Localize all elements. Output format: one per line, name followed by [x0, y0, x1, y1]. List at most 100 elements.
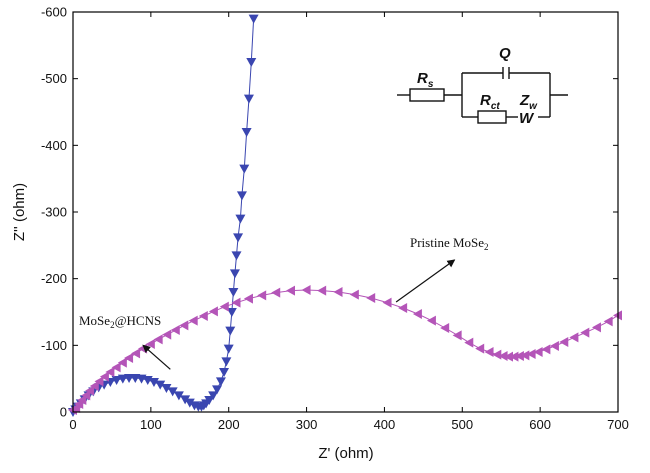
data-point-series-1: [464, 337, 474, 348]
resistor-rs: [409, 88, 445, 102]
data-point-series-1: [145, 339, 155, 349]
data-point-series-1: [580, 327, 590, 338]
data-point-series-1: [498, 351, 508, 361]
data-point-series-1: [286, 285, 295, 296]
data-point-series-0: [243, 94, 254, 104]
data-point-series-0: [239, 164, 250, 174]
y-tick-label: -300: [41, 205, 67, 220]
equivalent-circuit-diagram: [397, 67, 568, 124]
data-point-series-1: [333, 287, 343, 297]
annotation-hcns-label: MoSe2@HCNS: [79, 313, 161, 330]
data-point-series-1: [569, 332, 579, 343]
x-tick-label: 300: [296, 417, 318, 432]
data-point-series-0: [246, 58, 257, 67]
y-tick-label: -600: [41, 5, 67, 20]
circuit-label-rs: Rs: [417, 70, 434, 90]
data-point-series-1: [541, 344, 551, 355]
y-tick-label: -200: [41, 271, 67, 286]
data-point-series-1: [301, 285, 311, 295]
data-point-series-0: [111, 376, 122, 385]
data-point-series-0: [235, 214, 246, 224]
data-point-series-0: [233, 233, 244, 243]
data-point-series-1: [105, 367, 115, 377]
circuit-label-q: Q: [499, 45, 511, 62]
data-point-series-0: [180, 395, 191, 405]
data-point-series-0: [148, 378, 159, 387]
plot-frame: [72, 11, 619, 413]
data-point-series-1: [81, 390, 91, 401]
data-point-series-1: [526, 349, 536, 359]
data-point-series-1: [179, 320, 189, 331]
data-point-series-1: [492, 349, 502, 360]
data-point-series-0: [226, 308, 237, 317]
data-point-series-1: [271, 287, 281, 298]
data-point-series-1: [117, 357, 127, 368]
y-tick-label: 0: [60, 405, 67, 420]
data-point-series-1: [198, 311, 208, 321]
data-point-series-1: [208, 306, 218, 317]
data-point-series-0: [236, 191, 247, 201]
circuit-label-rct: Rct: [480, 92, 500, 112]
data-point-series-0: [215, 377, 226, 387]
data-point-series-1: [317, 285, 327, 296]
circuit-label-zw: Zw: [519, 92, 538, 112]
data-point-series-0: [184, 398, 195, 408]
data-point-series-1: [559, 337, 569, 347]
data-point-series-1: [514, 351, 524, 361]
data-point-series-1: [520, 350, 530, 361]
data-point-series-1: [440, 323, 450, 333]
data-point-series-1: [89, 381, 99, 391]
y-tick-label: -100: [41, 338, 67, 353]
data-point-series-1: [153, 334, 163, 345]
data-point-series-1: [382, 297, 392, 308]
data-point-series-0: [173, 391, 184, 401]
data-point-series-0: [228, 288, 239, 297]
data-point-series-1: [366, 293, 376, 303]
data-point-series-0: [161, 384, 172, 393]
y-tick-label: -500: [41, 71, 67, 86]
data-point-series-1: [124, 353, 134, 363]
data-point-series-0: [155, 380, 166, 390]
data-point-series-1: [533, 347, 543, 357]
y-axis-label: Z'' (ohm): [11, 183, 28, 241]
y-tick-label: -400: [41, 138, 67, 153]
circuit-label-w: W: [519, 110, 535, 127]
x-axis-label: Z' (ohm): [318, 445, 373, 462]
data-point-series-0: [219, 368, 230, 377]
data-point-series-1: [426, 315, 436, 326]
data-point-series-0: [248, 14, 259, 24]
data-point-series-0: [208, 391, 219, 401]
x-tick-label: 200: [218, 417, 240, 432]
data-point-series-1: [509, 351, 519, 362]
x-tick-label: 400: [374, 417, 396, 432]
x-tick-label: 0: [69, 417, 76, 432]
data-point-series-1: [452, 330, 462, 341]
data-point-series-1: [170, 325, 180, 335]
x-tick-label: 700: [607, 417, 629, 432]
data-point-series-0: [167, 387, 178, 397]
data-point-series-1: [603, 316, 613, 327]
resistor-rct: [477, 110, 507, 124]
data-point-series-0: [225, 326, 236, 336]
data-point-series-1: [475, 343, 485, 354]
data-point-series-1: [549, 341, 559, 351]
data-point-series-1: [412, 309, 422, 319]
annotation-arrow-0: [395, 259, 456, 303]
data-point-series-1: [85, 385, 95, 396]
data-point-series-1: [94, 376, 104, 387]
series-line-0: [72, 18, 255, 413]
data-point-series-1: [231, 297, 241, 308]
data-point-series-0: [204, 396, 215, 405]
data-point-series-1: [131, 348, 141, 359]
data-point-series-1: [162, 329, 172, 340]
data-point-series-0: [212, 385, 223, 395]
annotation-arrow-1: [142, 344, 171, 370]
data-point-series-0: [241, 128, 252, 137]
annotation-pristine-label: Pristine MoSe2: [410, 235, 489, 252]
data-point-series-1: [398, 303, 408, 313]
data-point-series-0: [221, 357, 232, 367]
data-point-series-1: [111, 362, 121, 373]
data-point-series-1: [349, 289, 359, 300]
data-point-series-1: [504, 351, 513, 362]
